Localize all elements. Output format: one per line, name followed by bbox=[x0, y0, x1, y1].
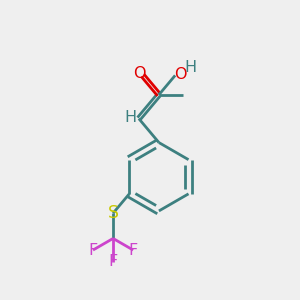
Text: F: F bbox=[109, 254, 118, 269]
Text: F: F bbox=[88, 242, 98, 257]
Text: S: S bbox=[108, 204, 118, 222]
Text: O: O bbox=[134, 66, 146, 81]
Text: F: F bbox=[128, 242, 138, 257]
Text: H: H bbox=[184, 60, 197, 75]
Text: O: O bbox=[174, 67, 187, 82]
Text: H: H bbox=[124, 110, 136, 125]
